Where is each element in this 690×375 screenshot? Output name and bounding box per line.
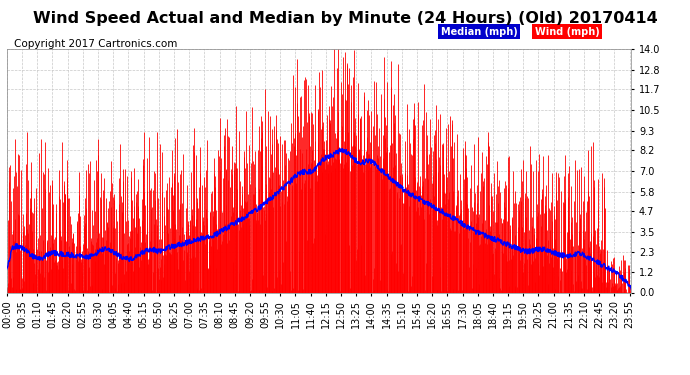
Text: Wind Speed Actual and Median by Minute (24 Hours) (Old) 20170414: Wind Speed Actual and Median by Minute (… — [32, 11, 658, 26]
Text: Wind (mph): Wind (mph) — [535, 27, 600, 37]
Text: Median (mph): Median (mph) — [441, 27, 518, 37]
Text: Copyright 2017 Cartronics.com: Copyright 2017 Cartronics.com — [14, 39, 177, 50]
